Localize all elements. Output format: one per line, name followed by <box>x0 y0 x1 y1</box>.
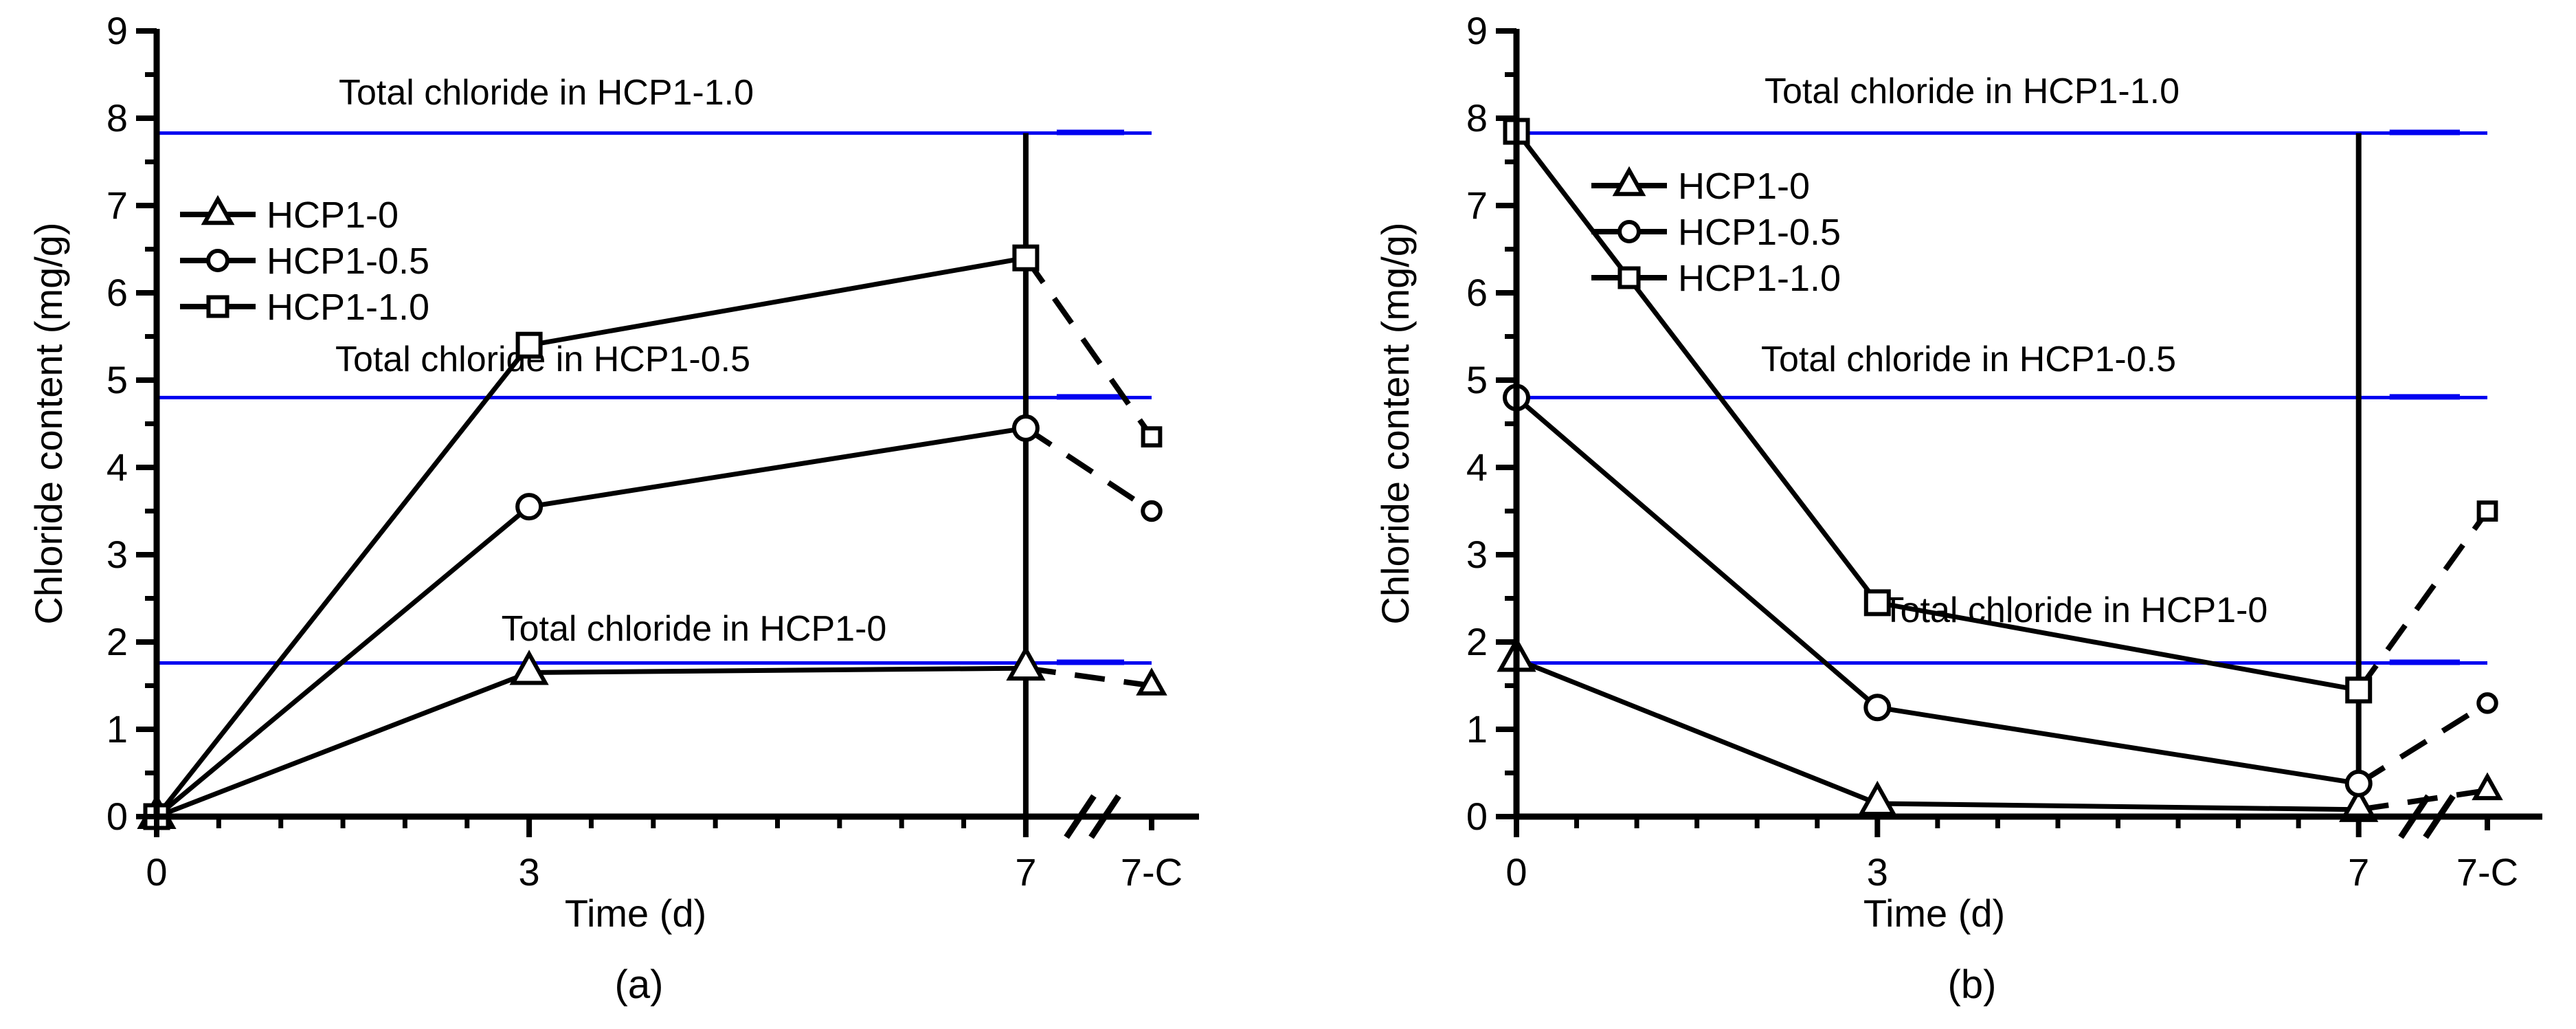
panel-label: (a) <box>615 962 664 1007</box>
HCP1-1.0-marker-square <box>515 331 543 359</box>
HCP1-0-marker-triangle <box>2472 772 2503 801</box>
series-line-solid <box>1515 657 2359 812</box>
series-HCP1-1.0 <box>143 244 1163 830</box>
series-HCP1-0 <box>137 645 1167 829</box>
legend-entry-HCP1-0: HCP1-0 <box>180 195 399 236</box>
HCP1-1.0-marker-square <box>1863 589 1891 617</box>
HCP1-0.5-marker-circle <box>2344 769 2373 797</box>
legend-entry-HCP1-1.0: HCP1-1.0 <box>180 287 429 328</box>
reference-line-label: Total chloride in HCP1-0 <box>1883 590 2268 630</box>
HCP1-1.0-marker-square <box>1141 426 1163 447</box>
reference-line-label: Total chloride in HCP1-0 <box>502 609 887 649</box>
reference-line-label: Total chloride in HCP1-0.5 <box>335 340 750 379</box>
HCP1-1.0-marker-square <box>2476 500 2498 522</box>
y-tick-label: 4 <box>1466 445 1488 489</box>
y-tick-label: 0 <box>107 795 128 838</box>
HCP1-0-marker-triangle <box>1136 667 1167 696</box>
HCP1-0.5-marker-circle <box>1863 694 1892 722</box>
x-axis-break-slash-0 <box>2398 794 2431 839</box>
legend-label: HCP1-0.5 <box>1678 212 1841 253</box>
y-tick-label: 0 <box>1466 795 1488 838</box>
HCP1-0.5-legend-marker-circle <box>1617 220 1641 243</box>
series-line-dashed-to-7C <box>1025 665 1152 689</box>
HCP1-0.5-marker-circle <box>515 493 544 521</box>
y-tick-label: 2 <box>1466 620 1488 663</box>
HCP1-1.0-marker-square <box>1012 244 1040 272</box>
series-line-dashed-to-7C <box>1024 425 1154 513</box>
HCP1-1.0-legend-marker-square <box>206 295 229 318</box>
HCP1-0-marker-triangle <box>1006 645 1046 681</box>
series-line-solid <box>155 665 1026 819</box>
series-line-dashed-to-7C <box>2356 509 2490 692</box>
x-axis-break-slash-1 <box>1088 794 1121 839</box>
x-tick-label: 7 <box>1015 850 1036 894</box>
x-axis-break-slash-1 <box>2423 794 2456 839</box>
x-tick-label: 3 <box>1867 850 1888 894</box>
legend-label: HCP1-0.5 <box>267 241 429 282</box>
y-tick-label: 6 <box>1466 271 1488 314</box>
y-tick-label: 7 <box>107 184 128 227</box>
legend-entry-HCP1-0: HCP1-0 <box>1591 166 1810 207</box>
y-tick-label: 2 <box>107 620 128 663</box>
HCP1-0-legend-marker-triangle <box>201 195 235 225</box>
x-tick-label: 7 <box>2348 850 2369 894</box>
reference-line-label: Total chloride in HCP1-0.5 <box>1761 340 2176 379</box>
HCP1-1.0-legend-marker-square <box>1617 266 1641 289</box>
legend-entry-HCP1-0.5: HCP1-0.5 <box>1591 212 1841 253</box>
y-tick-label: 1 <box>1466 707 1488 751</box>
HCP1-0-legend-marker-triangle <box>1612 166 1646 197</box>
HCP1-0.5-marker-circle <box>2476 692 2498 714</box>
reference-line-label: Total chloride in HCP1-1.0 <box>339 73 754 113</box>
panel-label: (b) <box>1948 962 1997 1007</box>
x-axis-break-slash-0 <box>1064 794 1097 839</box>
y-tick-label: 5 <box>1466 358 1488 401</box>
y-tick-label: 3 <box>1466 533 1488 576</box>
x-tick-label: 0 <box>1505 850 1527 894</box>
y-tick-label: 1 <box>107 707 128 751</box>
legend-label: HCP1-0 <box>267 195 399 236</box>
legend-label: HCP1-0 <box>1678 166 1810 207</box>
x-axis-title: Time (d) <box>565 892 706 935</box>
y-tick-label: 8 <box>107 96 128 140</box>
y-tick-label: 7 <box>1466 184 1488 227</box>
legend-entry-HCP1-0.5: HCP1-0.5 <box>180 241 429 282</box>
y-tick-label: 8 <box>1466 96 1488 140</box>
y-axis-title: Chloride content (mg/g) <box>27 222 70 624</box>
reference-line-label: Total chloride in HCP1-1.0 <box>1765 71 2180 111</box>
x-tick-label: 0 <box>146 850 167 894</box>
HCP1-0.5-marker-circle <box>1141 500 1163 522</box>
panel-b: Total chloride in HCP1-1.0 Total chloride… <box>1374 9 2542 1007</box>
series-line-dashed-to-7C <box>2357 700 2489 786</box>
series-line-dashed-to-7C <box>1023 256 1154 439</box>
legend-label: HCP1-1.0 <box>1678 258 1841 299</box>
legend-label: HCP1-1.0 <box>267 287 429 328</box>
x-axis-title: Time (d) <box>1863 892 2005 935</box>
x-tick-label: 3 <box>519 850 540 894</box>
y-tick-label: 6 <box>107 271 128 314</box>
y-tick-label: 9 <box>107 9 128 52</box>
HCP1-0.5-legend-marker-circle <box>206 249 229 272</box>
HCP1-1.0-marker-square <box>2345 676 2373 704</box>
HCP1-0.5-marker-circle <box>1011 414 1040 442</box>
y-tick-label: 5 <box>107 358 128 401</box>
panel-a: Total chloride in HCP1-1.0 Total chloride… <box>27 9 1199 1007</box>
x-tick-label-7C: 7-C <box>1121 850 1183 894</box>
y-axis-title: Chloride content (mg/g) <box>1374 222 1417 624</box>
HCP1-0-marker-triangle <box>509 650 549 685</box>
legend-entry-HCP1-1.0: HCP1-1.0 <box>1591 258 1841 299</box>
x-tick-label-7C: 7-C <box>2456 850 2518 894</box>
y-tick-label: 3 <box>107 533 128 576</box>
y-tick-label: 4 <box>107 445 128 489</box>
y-tick-label: 9 <box>1466 9 1488 52</box>
